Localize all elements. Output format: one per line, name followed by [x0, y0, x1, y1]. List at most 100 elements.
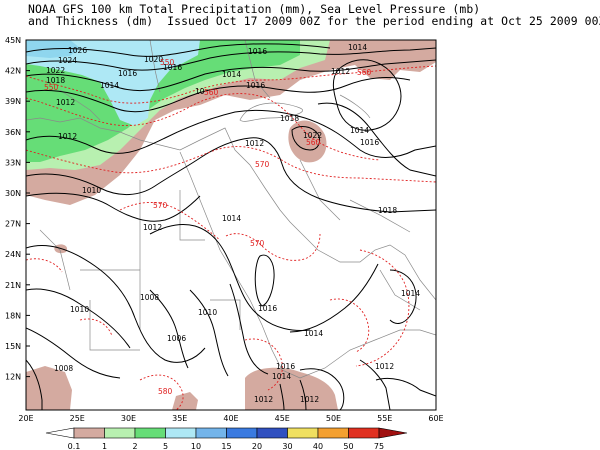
thickness-label: 580: [158, 387, 173, 396]
thickness-label: 570: [250, 239, 265, 248]
pressure-label: 1012: [300, 395, 319, 404]
pressure-label: 1018: [280, 114, 299, 123]
pressure-label: 1012: [245, 139, 264, 148]
pressure-label: 1020: [144, 55, 163, 64]
latitude-label: 42N: [5, 67, 21, 76]
colorbar-swatch: [226, 427, 258, 439]
pressure-label: 1014: [401, 289, 420, 298]
pressure-label: 1008: [54, 364, 73, 373]
pressure-label: 1016: [360, 138, 379, 147]
colorbar-label: 2: [132, 442, 137, 450]
colorbar-swatch: [378, 427, 408, 439]
colorbar-swatch: [195, 427, 227, 439]
precip-0.1mm-south2: [172, 392, 198, 410]
colorbar-label: 20: [252, 442, 262, 450]
longitude-label: 50E: [326, 414, 341, 423]
colorbar-label: 50: [343, 442, 353, 450]
colorbar-swatch: [317, 427, 349, 439]
latitude-label: 12N: [5, 373, 21, 382]
pressure-label: 10: [195, 87, 205, 96]
precip-0.1mm-patch: [288, 120, 327, 163]
longitude-label: 60E: [428, 414, 443, 423]
thickness-label: 570: [255, 160, 270, 169]
colorbar-label: 5: [163, 442, 168, 450]
colorbar-label: 75: [374, 442, 384, 450]
pressure-label: 1010: [198, 308, 217, 317]
longitude-label: 40E: [223, 414, 238, 423]
pressure-label: 1010: [82, 186, 101, 195]
latitude-label: 36N: [5, 128, 21, 137]
thickness-label: 560: [306, 138, 321, 147]
longitude-label: 35E: [172, 414, 187, 423]
latitude-label: 21N: [5, 281, 21, 290]
thickness-contours: [26, 65, 436, 410]
colorbar-label: 0.1: [68, 442, 81, 450]
pressure-label: 1016: [118, 69, 137, 78]
pressure-label: 1018: [46, 76, 65, 85]
longitude-label: 45E: [275, 414, 290, 423]
title-line-2: and Thickness (dm) Issued Oct 17 2009 00…: [28, 14, 600, 28]
pressure-label: 1014: [272, 372, 291, 381]
colorbar-swatch: [134, 427, 166, 439]
pressure-label: 1006: [167, 334, 186, 343]
pressure-label: 1008: [140, 293, 159, 302]
colorbar-label: 30: [282, 442, 292, 450]
longitude-label: 55E: [377, 414, 392, 423]
thickness-label: 560: [204, 88, 219, 97]
coastlines: [26, 40, 436, 379]
pressure-label: 1018: [378, 206, 397, 215]
title-line-1: NOAA GFS 100 km Total Precipitation (mm)…: [28, 2, 481, 16]
pressure-label: 1016: [163, 63, 182, 72]
colorbar-swatch: [348, 427, 380, 439]
colorbar-swatch: [287, 427, 319, 439]
precipitation-colorbar: 0.1 1 2 5 10 15 20 30 40 50 75: [45, 427, 408, 450]
pressure-label: 1012: [143, 223, 162, 232]
pressure-label: 1014: [100, 81, 119, 90]
longitude-label: 20E: [18, 414, 33, 423]
pressure-label: 1022: [303, 131, 322, 140]
colorbar-label: 15: [221, 442, 231, 450]
precip-0.1mm-south: [245, 367, 338, 410]
pressure-label: 1022: [46, 66, 65, 75]
pressure-label: 1012: [331, 67, 350, 76]
pressure-label: 1010: [70, 305, 89, 314]
latitude-label: 33N: [5, 158, 21, 167]
pressure-label: 1016: [246, 81, 265, 90]
thickness-label: 560: [357, 68, 372, 77]
precip-0.1mm-sw: [26, 366, 72, 410]
colorbar-swatch: [256, 427, 288, 439]
precipitation-layer: 1026 1024 1022 1018 1020 1016 1014 1012 …: [26, 40, 436, 410]
plot-frame: [25, 39, 437, 411]
colorbar-label: 40: [313, 442, 323, 450]
pressure-labels: 1026 1024 1022 1018 1020 1016 1014 1012 …: [46, 43, 420, 404]
pressure-label: 1024: [58, 56, 77, 65]
latitude-label: 24N: [5, 250, 21, 259]
thickness-label: 550: [44, 83, 59, 92]
pressure-label: 1016: [258, 304, 277, 313]
colorbar-label: 1: [102, 442, 107, 450]
pressure-label: 1016: [276, 362, 295, 371]
pressure-label: 1012: [254, 395, 273, 404]
latitude-label: 27N: [5, 220, 21, 229]
colorbar-swatch: [73, 427, 105, 439]
thickness-label: 570: [153, 201, 168, 210]
colorbar-start-arrow: [45, 427, 75, 439]
pressure-label: 1014: [348, 43, 367, 52]
colorbar-label: 10: [191, 442, 201, 450]
pressure-label: 1016: [248, 47, 267, 56]
longitude-label: 30E: [121, 414, 136, 423]
pressure-label: 1012: [375, 362, 394, 371]
pressure-label: 1014: [222, 70, 241, 79]
map-title: NOAA GFS 100 km Total Precipitation (mm)…: [28, 3, 600, 27]
latitude-axis: 45N 42N 39N 36N 33N 30N 27N 24N 21N 18N 15N 12N: [5, 36, 30, 382]
pressure-label: 1026: [68, 46, 87, 55]
pressure-label: 1014: [304, 329, 323, 338]
pressure-label: 1014: [222, 214, 241, 223]
pressure-label: 1014: [350, 126, 369, 135]
thickness-labels: 550 550 560 560 560 570 570 570 580: [44, 58, 372, 396]
thickness-label: 550: [160, 58, 175, 67]
pressure-label: 1012: [58, 132, 77, 141]
pressure-contours: [26, 43, 436, 410]
colorbar-swatch: [165, 427, 197, 439]
